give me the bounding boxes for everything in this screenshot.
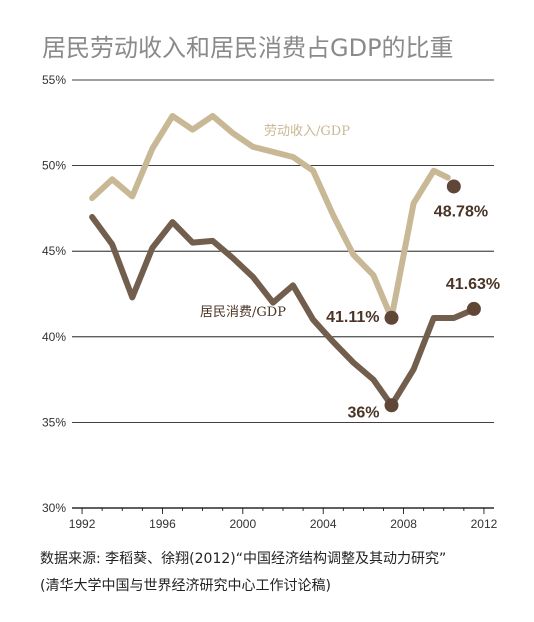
y-tick-label: 35% (42, 415, 66, 429)
consumption-line (89, 214, 477, 409)
data-point-label: 48.78% (434, 203, 488, 220)
y-tick-label: 30% (42, 501, 66, 515)
chart-labels: 劳动收入/GDP 居民消费/GDP 48.78% 41.11% 36% 41.63% (200, 123, 500, 421)
x-tick-label: 2012 (471, 517, 498, 531)
axes: 30% 35% 40% 45% 50% 55% 1992 1996 2000 2004 2008 20… (42, 73, 498, 531)
chart-title: 居民劳动收入和居民消费占GDP的比重 (42, 34, 454, 62)
x-tick-label: 1996 (149, 517, 176, 531)
labor-income-line (89, 113, 451, 321)
x-tick-label: 1992 (69, 517, 96, 531)
consumption-series-label: 居民消费/GDP (200, 305, 286, 320)
y-tick-label: 50% (42, 159, 66, 173)
data-point-label: 41.11% (326, 309, 379, 326)
x-tick-label: 2000 (229, 517, 256, 531)
source-note-detail: (清华大学中国与世界经济研究中心工作讨论稿) (40, 578, 331, 594)
x-tick-label: 2008 (390, 517, 417, 531)
source-note: 数据来源: 李稻葵、徐翔(2012)“中国经济结构调整及其动力研究” (40, 551, 447, 567)
data-point-marker (466, 301, 481, 316)
data-markers (384, 179, 481, 413)
y-tick-label: 40% (42, 330, 66, 344)
x-tick-label: 2004 (310, 517, 337, 531)
data-point-label: 36% (347, 404, 379, 421)
labor-income-series-label: 劳动收入/GDP (264, 123, 350, 139)
data-point-marker (384, 398, 399, 413)
data-point-marker (446, 179, 461, 194)
y-tick-label: 55% (42, 73, 66, 87)
y-tick-label: 45% (42, 244, 66, 258)
data-point-label: 41.63% (446, 276, 500, 293)
data-point-marker (384, 310, 399, 325)
series-lines (89, 113, 477, 409)
